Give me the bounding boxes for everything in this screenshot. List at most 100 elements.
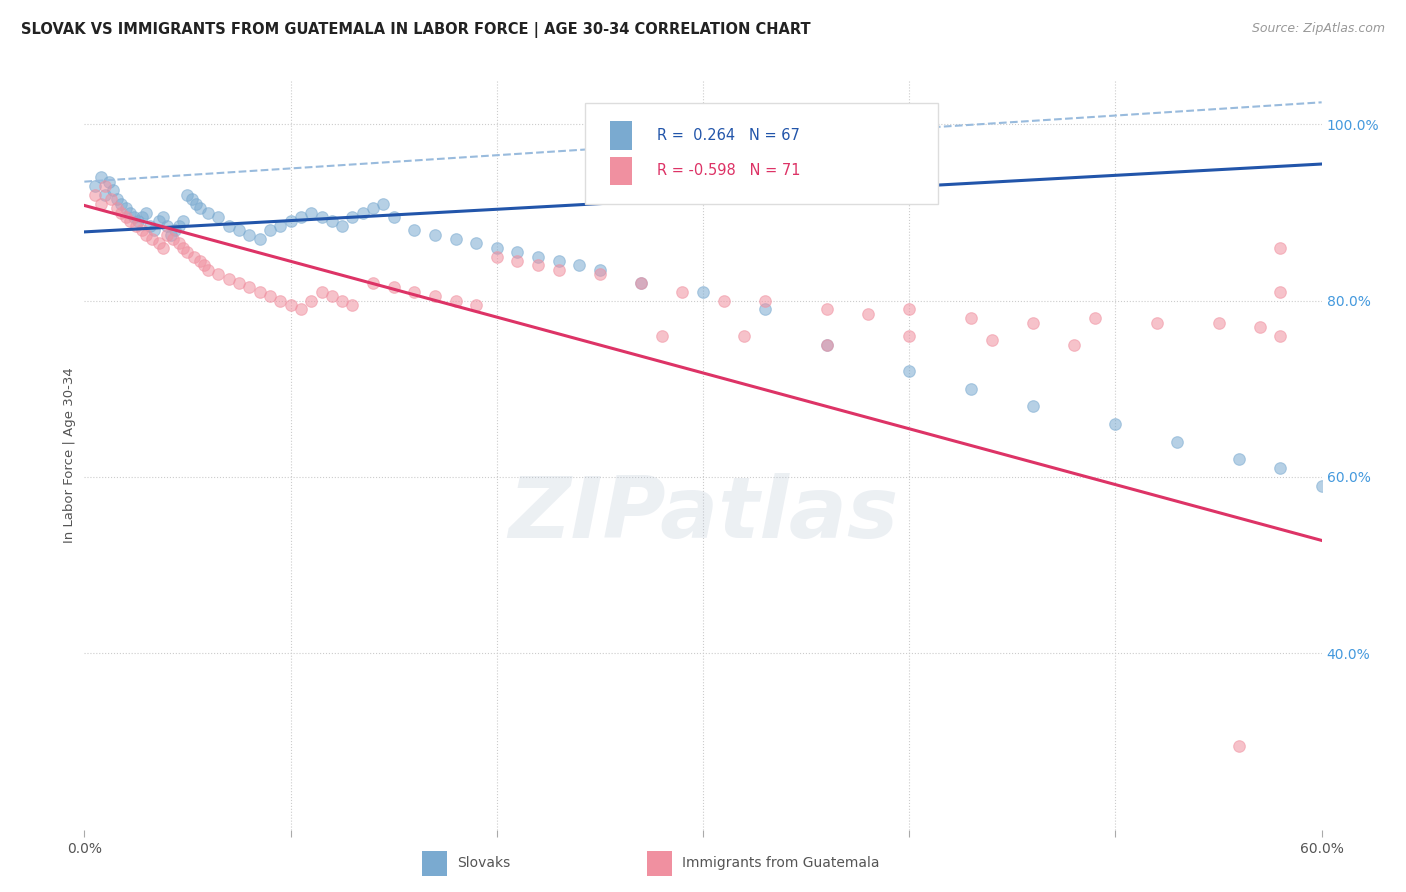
Point [176, 245, 198, 260]
Point [90, 196, 112, 211]
Point [100, 192, 122, 206]
Point [330, 219, 353, 233]
Point [898, 302, 921, 317]
Point [423, 289, 446, 303]
Point [651, 329, 673, 343]
Text: R = -0.598   N = 71: R = -0.598 N = 71 [657, 163, 801, 178]
Point [373, 196, 395, 211]
Point [228, 276, 250, 290]
Point [299, 293, 322, 308]
Point [506, 245, 529, 260]
FancyBboxPatch shape [610, 157, 633, 186]
Text: R =  0.264   N = 67: R = 0.264 N = 67 [657, 128, 800, 144]
Point [1022, 316, 1045, 330]
Point [960, 382, 983, 396]
Point [1104, 417, 1126, 431]
Point [485, 250, 508, 264]
Point [160, 227, 183, 242]
Point [269, 219, 291, 233]
Point [105, 201, 128, 215]
Point [193, 259, 215, 273]
Point [152, 241, 174, 255]
Point [114, 210, 136, 224]
Point [465, 236, 488, 251]
Point [188, 201, 211, 215]
Point [589, 267, 612, 281]
Point [98, 175, 121, 189]
Point [423, 227, 446, 242]
Point [506, 254, 529, 268]
Text: ZIPatlas: ZIPatlas [508, 474, 898, 557]
Point [249, 232, 271, 246]
Point [135, 227, 157, 242]
Point [90, 170, 112, 185]
Point [110, 205, 132, 219]
Point [131, 223, 153, 237]
Point [167, 219, 190, 233]
Point [143, 223, 166, 237]
Point [218, 271, 240, 285]
Point [228, 223, 250, 237]
Point [94, 179, 117, 194]
Point [342, 210, 364, 224]
Point [184, 196, 207, 211]
Point [162, 232, 184, 246]
Point [94, 187, 117, 202]
Point [980, 334, 1002, 348]
Point [141, 232, 163, 246]
Point [156, 227, 179, 242]
Point [815, 337, 838, 351]
FancyBboxPatch shape [610, 121, 633, 150]
Point [148, 236, 170, 251]
Point [238, 280, 260, 294]
Point [1146, 316, 1168, 330]
Point [321, 214, 343, 228]
Point [382, 280, 405, 294]
Point [165, 223, 187, 237]
Point [630, 276, 652, 290]
Point [127, 214, 149, 228]
Point [118, 205, 141, 219]
Point [135, 205, 157, 219]
Point [280, 298, 302, 312]
Point [218, 219, 240, 233]
Point [311, 285, 333, 299]
Point [290, 210, 312, 224]
Point [547, 262, 569, 277]
Point [382, 210, 405, 224]
Point [1227, 739, 1250, 753]
Point [280, 214, 302, 228]
Point [180, 192, 202, 206]
Point [361, 276, 384, 290]
Point [118, 214, 141, 228]
Point [183, 250, 205, 264]
Point [197, 205, 219, 219]
Point [114, 201, 136, 215]
Text: Source: ZipAtlas.com: Source: ZipAtlas.com [1251, 22, 1385, 36]
Point [103, 184, 125, 198]
Point [259, 223, 281, 237]
Point [444, 293, 467, 308]
Point [105, 192, 128, 206]
Point [167, 236, 190, 251]
Point [125, 219, 148, 233]
Point [527, 259, 550, 273]
Point [568, 259, 591, 273]
Point [110, 196, 132, 211]
Point [713, 293, 735, 308]
Point [1084, 311, 1107, 326]
Point [330, 293, 353, 308]
FancyBboxPatch shape [585, 103, 938, 204]
Point [1022, 400, 1045, 414]
Point [207, 210, 229, 224]
Point [960, 311, 983, 326]
Point [1063, 337, 1085, 351]
Point [259, 289, 281, 303]
Point [83, 179, 105, 194]
Point [311, 210, 333, 224]
Point [172, 214, 194, 228]
Point [692, 285, 714, 299]
Point [238, 227, 260, 242]
Point [342, 298, 364, 312]
Point [1270, 241, 1292, 255]
